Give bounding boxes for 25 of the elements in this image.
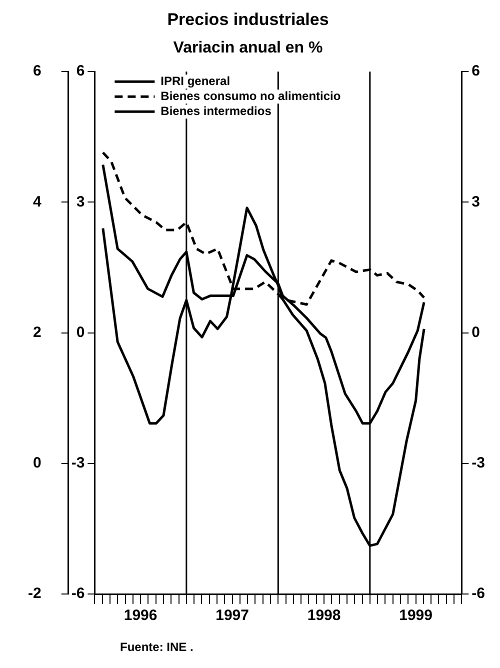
legend-label: Bienes consumo no alimenticio xyxy=(160,88,341,103)
chart-subtitle: Variacin anual en % xyxy=(173,39,323,56)
y-tick-label: 3 xyxy=(472,193,480,210)
y2-tick-label: 2 xyxy=(32,324,42,341)
x-tick-label: 1997 xyxy=(216,607,249,624)
y3-tick-label: 0 xyxy=(76,324,85,341)
legend-label: Bienes intermedios xyxy=(160,104,272,118)
y-tick-label: 0 xyxy=(472,324,480,341)
y-tick-label: 6 xyxy=(472,62,480,80)
chart-title: Precios industriales xyxy=(167,10,329,29)
y2-tick-label: 4 xyxy=(32,193,42,210)
x-tick-label: 1999 xyxy=(399,607,432,624)
y2-tick-label: -2 xyxy=(28,585,42,602)
legend-label: IPRI general xyxy=(160,74,230,88)
y2-tick-label: 6 xyxy=(32,62,42,80)
y3-tick-label: 6 xyxy=(76,62,85,80)
y-tick-label: -3 xyxy=(472,454,486,472)
x-tick-label: 1998 xyxy=(307,607,341,624)
y3-tick-label: 3 xyxy=(76,193,85,210)
y-tick-label: -6 xyxy=(472,585,486,602)
y3-tick-label: -3 xyxy=(71,454,85,472)
x-tick-label: 1996 xyxy=(124,607,158,624)
source-note: Fuente: INE . xyxy=(120,640,194,654)
y3-tick-label: -6 xyxy=(71,585,85,602)
y2-tick-label: 0 xyxy=(32,454,42,472)
